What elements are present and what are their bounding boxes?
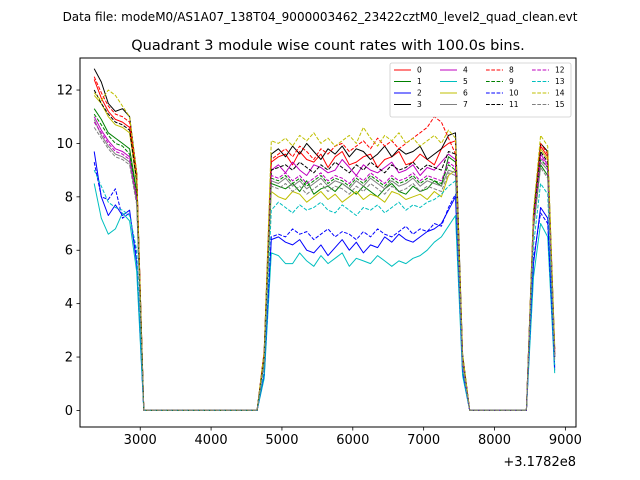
y-tick-label: 12 xyxy=(56,84,73,99)
x-tick-label: 9000 xyxy=(549,433,582,448)
series-line-10 xyxy=(93,161,556,411)
series-line-12 xyxy=(93,121,556,411)
y-tick-label: 8 xyxy=(65,190,73,205)
legend-label-12: 12 xyxy=(555,66,565,75)
legend-label-10: 10 xyxy=(509,89,519,98)
series-line-8 xyxy=(93,76,556,411)
legend-label-15: 15 xyxy=(555,100,565,109)
series-line-15 xyxy=(93,127,556,411)
legend-label-4: 4 xyxy=(463,66,468,75)
legend-box xyxy=(389,62,572,118)
legend-label-14: 14 xyxy=(555,89,565,98)
y-tick-label: 4 xyxy=(65,297,73,312)
y-tick-label: 2 xyxy=(65,351,73,366)
legend-label-0: 0 xyxy=(417,66,422,75)
axes-frame xyxy=(79,57,577,428)
suptitle: Data file: modeM0/AS1A07_138T04_90000034… xyxy=(63,10,578,24)
x-axis-offset-label: +3.1782e8 xyxy=(503,455,576,470)
chart-title: Quadrant 3 module wise count rates with … xyxy=(131,38,525,54)
series-line-6 xyxy=(93,95,556,411)
series-line-2 xyxy=(93,151,556,411)
y-tick-label: 0 xyxy=(65,404,73,419)
series-line-9 xyxy=(93,113,556,411)
x-tick-label: 7000 xyxy=(407,433,440,448)
x-tick-label: 6000 xyxy=(336,433,369,448)
x-tick-label: 5000 xyxy=(265,433,298,448)
series-line-13 xyxy=(93,169,556,411)
legend-label-2: 2 xyxy=(417,89,422,98)
y-tick-label: 6 xyxy=(65,244,73,259)
legend-label-9: 9 xyxy=(509,77,514,86)
legend-label-7: 7 xyxy=(463,100,468,109)
y-tick-label: 10 xyxy=(56,137,73,152)
legend-label-11: 11 xyxy=(509,100,519,109)
legend-label-3: 3 xyxy=(417,100,422,109)
legend-label-13: 13 xyxy=(555,77,565,86)
legend-label-8: 8 xyxy=(509,66,514,75)
legend-label-6: 6 xyxy=(463,89,468,98)
series-layer xyxy=(93,68,556,411)
legend-label-1: 1 xyxy=(417,77,422,86)
x-axis: 3000 4000 5000 6000 7000 8000 9000 xyxy=(124,427,582,448)
x-tick-label: 3000 xyxy=(124,433,157,448)
series-line-3 xyxy=(93,68,556,411)
series-line-0 xyxy=(93,79,556,411)
series-line-7 xyxy=(93,119,556,411)
series-line-5 xyxy=(93,183,556,411)
legend-label-5: 5 xyxy=(463,77,468,86)
y-axis: 0 2 4 6 8 10 12 xyxy=(56,84,80,419)
x-tick-label: 8000 xyxy=(478,433,511,448)
x-tick-label: 4000 xyxy=(195,433,228,448)
